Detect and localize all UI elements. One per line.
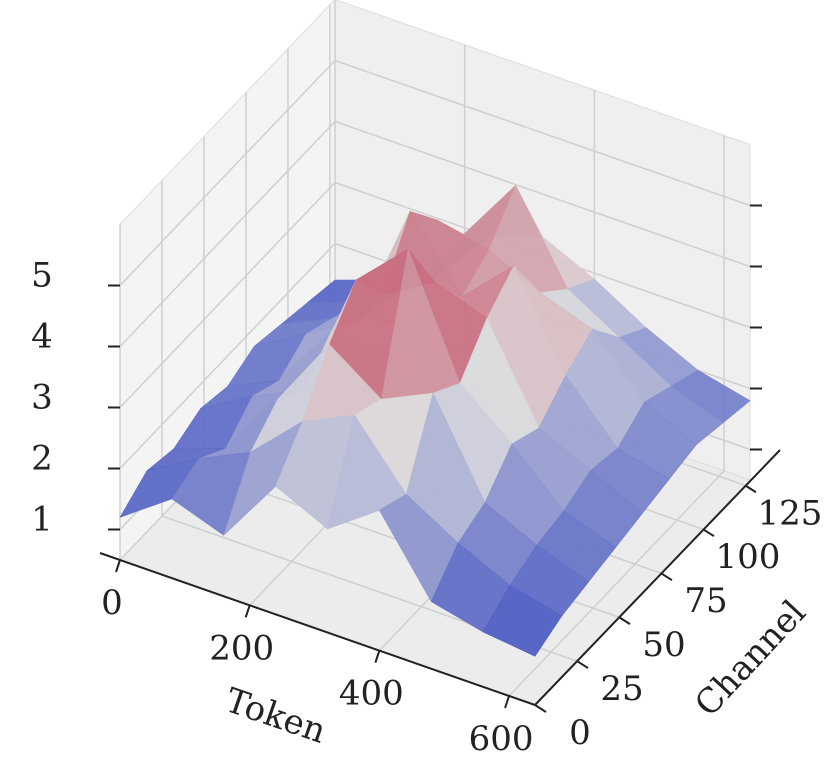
grid-line [119,181,336,409]
z-tick-label: 3 [31,378,53,418]
y-tick [744,484,757,494]
x-axis-label: Token [220,680,331,751]
x-tick-label: 600 [469,719,534,759]
y-axis-line [534,449,781,706]
z-tick-label: 1 [31,500,53,540]
surface-cell [482,585,563,657]
x-tick [504,695,511,709]
z-tick-label: 4 [31,317,53,357]
grid-line [119,242,336,470]
y-tick-label: 50 [642,625,685,665]
x-tick [374,650,381,663]
y-tick [702,528,715,538]
grid-line [334,59,751,207]
x-tick [244,604,251,618]
y-tick [660,572,673,582]
y-tick [534,704,547,713]
y-tick-label: 0 [569,713,591,753]
x-tick [115,559,121,573]
grid-line [508,470,725,697]
x-tick-label: 0 [101,583,123,623]
y-tick [618,616,631,625]
x-tick-label: 400 [339,674,404,714]
grid-line [334,120,751,268]
y-tick-label: 100 [716,537,781,577]
x-tick-label: 200 [209,628,274,668]
grid-line [119,120,336,348]
grid-line [119,59,336,287]
x-axis-line [99,552,536,706]
z-tick-label: 2 [31,439,53,479]
z-tick-label: 5 [31,256,53,296]
y-tick-label: 125 [758,493,823,533]
y-tick-label: 25 [600,669,643,709]
surface [119,184,751,657]
y-tick [576,660,589,669]
y-tick-label: 75 [684,581,727,621]
